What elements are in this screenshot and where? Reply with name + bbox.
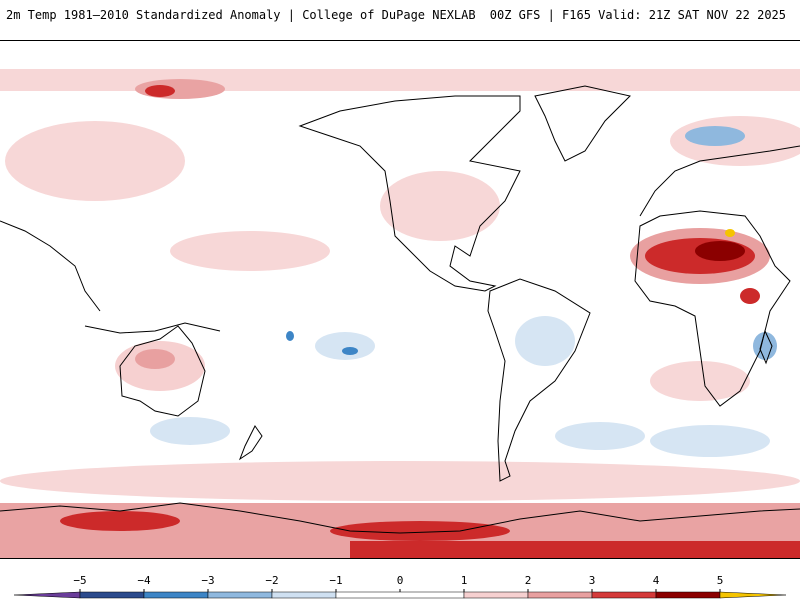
colorbar-bin-5 bbox=[335, 591, 465, 599]
s-pacific-cold-3 bbox=[286, 331, 294, 341]
tasman-cold bbox=[150, 417, 230, 445]
colorbar-bin-4 bbox=[271, 591, 337, 599]
coastlines bbox=[0, 85, 800, 534]
colorbar-bin-8 bbox=[591, 591, 657, 599]
s-pacific-cold-2 bbox=[342, 347, 358, 355]
map-header: 2m Temp 1981–2010 Standardized Anomaly |… bbox=[0, 0, 800, 32]
s-atlantic-cold bbox=[555, 422, 645, 450]
antarctic-strong-band bbox=[350, 541, 800, 558]
antarctic-strong-w bbox=[60, 511, 180, 531]
anomaly-shading bbox=[0, 69, 800, 558]
s-america-cold bbox=[515, 316, 575, 366]
colorbar-tick-label: 1 bbox=[461, 574, 468, 587]
colorbar-bin-1 bbox=[79, 591, 145, 599]
indian-ocean-warm bbox=[650, 361, 750, 401]
indian-ocean-cold bbox=[650, 425, 770, 457]
south-america-coast bbox=[487, 278, 591, 482]
n-america-warm bbox=[380, 171, 500, 241]
colorbar-tick-label: −2 bbox=[265, 574, 278, 587]
bering-warm-peak bbox=[145, 85, 175, 97]
colorbar-tick-label: −5 bbox=[73, 574, 86, 587]
new-zealand-coast bbox=[238, 425, 263, 461]
sahara-extreme bbox=[695, 241, 745, 261]
colorbar-bin-7 bbox=[527, 591, 593, 599]
colorbar-svg: −5 −4 −3 −2 −1 0 1 2 3 4 5 bbox=[13, 574, 787, 599]
north-pacific-warm bbox=[5, 121, 185, 201]
colorbar-tick-label: 4 bbox=[653, 574, 660, 587]
australia-warm-core bbox=[135, 349, 175, 369]
colorbar-bin-6 bbox=[463, 591, 529, 599]
colorbar-bin-10 bbox=[719, 591, 787, 599]
colorbar-tick-label: 0 bbox=[397, 574, 404, 587]
europe-asia-coast bbox=[639, 145, 800, 217]
colorbar-bin-0 bbox=[13, 591, 81, 599]
madagascar-coast bbox=[759, 329, 773, 365]
e-africa-warm bbox=[740, 288, 760, 304]
colorbar-bin-9 bbox=[655, 591, 721, 599]
map-title: 2m Temp 1981–2010 Standardized Anomaly |… bbox=[6, 8, 476, 22]
indonesia-coast bbox=[84, 322, 221, 334]
arctic-warm-band bbox=[0, 69, 800, 91]
colorbar: −5 −4 −3 −2 −1 0 1 2 3 4 5 bbox=[0, 570, 800, 600]
s-pacific-warm bbox=[170, 231, 330, 271]
anomaly-map bbox=[0, 40, 800, 559]
east-asia-coast bbox=[0, 220, 101, 312]
antarctica-coast bbox=[0, 502, 800, 534]
colorbar-bin-3 bbox=[207, 591, 273, 599]
sahara-peak bbox=[725, 229, 735, 237]
southern-ocean-warm bbox=[0, 461, 800, 501]
scandinavia-cold bbox=[685, 126, 745, 146]
colorbar-tick-label: 3 bbox=[589, 574, 596, 587]
australia-coast bbox=[119, 325, 206, 417]
colorbar-bin-2 bbox=[143, 591, 209, 599]
model-run-info: 00Z GFS | F165 Valid: 21Z SAT NOV 22 202… bbox=[489, 8, 786, 22]
africa-coast bbox=[634, 210, 791, 407]
antarctic-strong-e bbox=[330, 521, 510, 541]
madagascar-cold bbox=[753, 332, 777, 360]
colorbar-tick-label: −4 bbox=[137, 574, 151, 587]
colorbar-tick-label: −3 bbox=[201, 574, 214, 587]
s-pacific-cold-1 bbox=[315, 332, 375, 360]
north-america-coast bbox=[298, 95, 521, 292]
colorbar-tick-label: 5 bbox=[717, 574, 724, 587]
colorbar-tick-label: 2 bbox=[525, 574, 532, 587]
greenland-coast bbox=[534, 85, 631, 162]
map-svg bbox=[0, 69, 800, 558]
colorbar-tick-label: −1 bbox=[329, 574, 342, 587]
